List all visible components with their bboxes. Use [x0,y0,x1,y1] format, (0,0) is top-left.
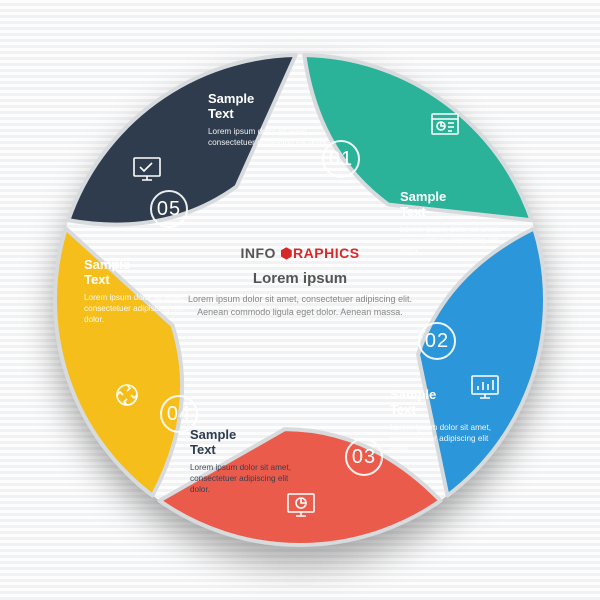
hexagon-icon: ⬢ [280,245,293,261]
monitor-check-icon [130,152,164,186]
segment-number-2: 02 [418,322,456,360]
monitor-pie-icon [284,488,318,522]
segment-number-1: 01 [322,140,360,178]
segment-number-5: 05 [150,190,188,228]
center-logo: INFO ⬢RAPHICS [185,245,415,262]
center-body: Lorem ipsum dolor sit amet, consectetuer… [185,293,415,319]
center-block: INFO ⬢RAPHICS Lorem ipsum Lorem ipsum do… [185,245,415,319]
cycle-arrows-icon [110,378,144,412]
logo-right: RAPHICS [293,245,360,261]
segment-number-4: 04 [160,395,198,433]
segment-4 [55,228,182,495]
center-title: Lorem ipsum [185,270,415,287]
monitor-bars-icon [468,370,502,404]
segment-1 [304,55,531,220]
segment-number-3: 03 [345,438,383,476]
pie-window-icon [428,108,462,142]
segment-2 [418,228,545,495]
logo-left: INFO [240,245,275,261]
infographic-stage: INFO ⬢RAPHICS Lorem ipsum Lorem ipsum do… [0,0,600,600]
